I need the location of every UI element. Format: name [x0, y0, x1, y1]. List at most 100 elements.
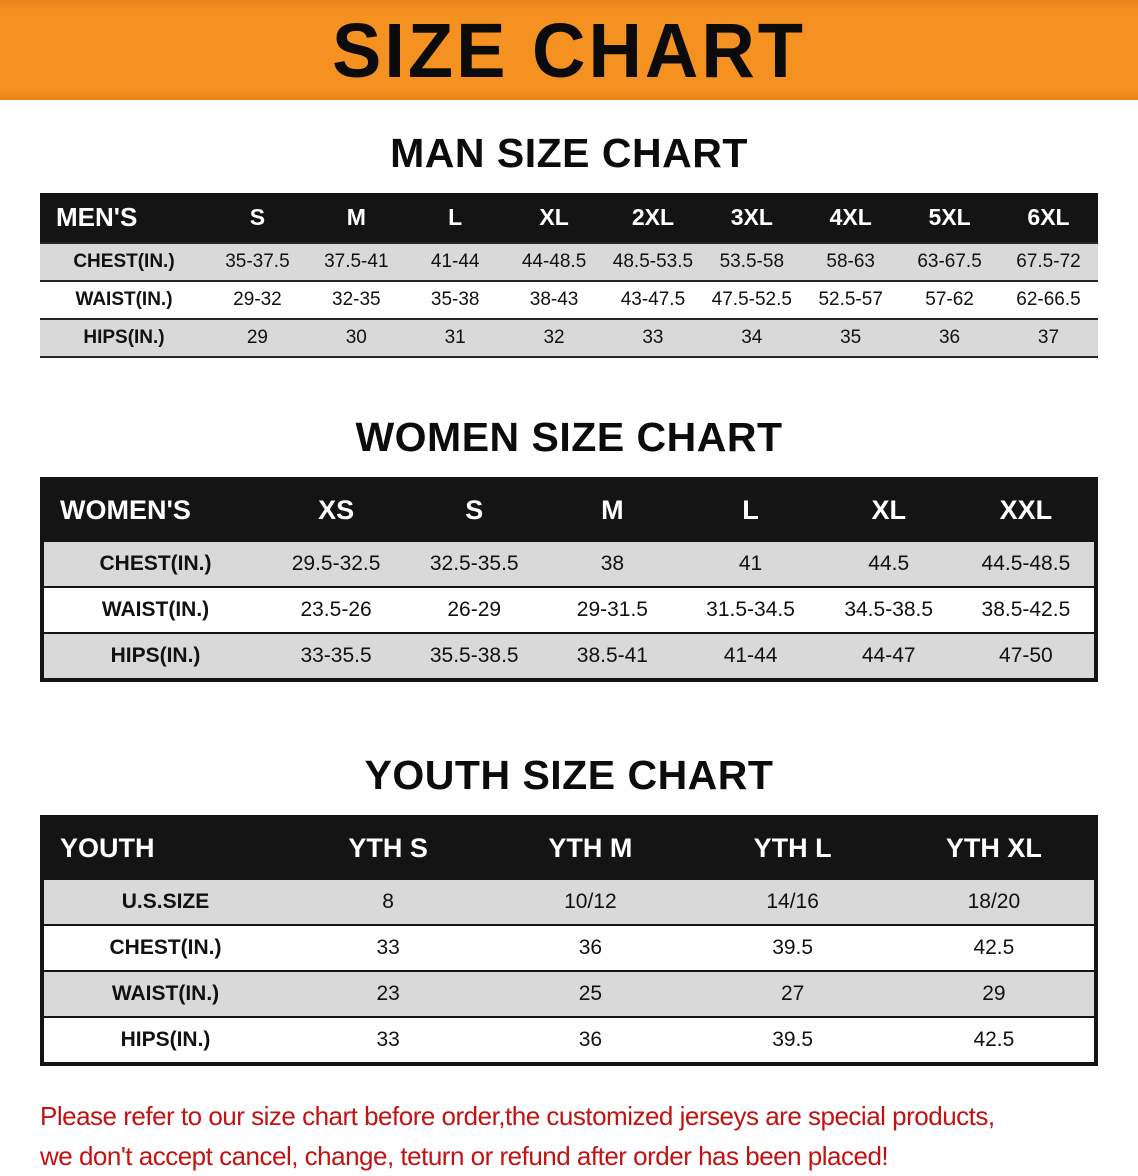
- size-cell: 48.5-53.5: [603, 242, 703, 281]
- row-label: CHEST(IN.): [42, 540, 267, 587]
- size-cell: 26-29: [405, 586, 544, 633]
- row-label: HIPS(IN.): [42, 1016, 287, 1064]
- size-cell: 34: [702, 318, 802, 358]
- size-cell: 32.5-35.5: [405, 540, 544, 587]
- table-row: HIPS(IN.) 33-35.5 35.5-38.5 38.5-41 41-44 44-…: [42, 632, 1096, 680]
- size-cell: 37.5-41: [306, 242, 406, 281]
- size-column-header: 2XL: [603, 193, 703, 243]
- size-cell: 36: [489, 1016, 692, 1064]
- disclaimer-line-1: Please refer to our size chart before or…: [40, 1101, 995, 1131]
- size-cell: 37: [999, 318, 1098, 358]
- size-column-header: XL: [819, 479, 958, 541]
- size-cell: 29-31.5: [543, 586, 682, 633]
- table-corner-label: YOUTH: [42, 817, 287, 879]
- size-column-header: L: [405, 193, 505, 243]
- banner-title: SIZE CHART: [332, 6, 806, 94]
- row-label: U.S.SIZE: [42, 878, 287, 925]
- table-corner-label: WOMEN'S: [42, 479, 267, 541]
- size-cell: 29: [893, 970, 1096, 1017]
- size-cell: 43-47.5: [603, 280, 703, 319]
- size-column-header: XXL: [957, 479, 1096, 541]
- size-cell: 47-50: [957, 632, 1096, 680]
- table-row: CHEST(IN.) 29.5-32.5 32.5-35.5 38 41 44.5 44.5…: [42, 540, 1096, 587]
- size-cell: 10/12: [489, 878, 692, 925]
- size-cell: 8: [287, 878, 490, 925]
- size-cell: 53.5-58: [702, 242, 802, 281]
- size-cell: 32-35: [306, 280, 406, 319]
- size-cell: 36: [900, 318, 999, 358]
- size-cell: 23: [287, 970, 490, 1017]
- row-label: WAIST(IN.): [40, 280, 208, 319]
- size-cell: 31: [405, 318, 505, 358]
- row-label: WAIST(IN.): [42, 970, 287, 1017]
- size-cell: 44-48.5: [504, 242, 604, 281]
- men-section-heading: MAN SIZE CHART: [390, 130, 748, 176]
- size-cell: 31.5-34.5: [681, 586, 820, 633]
- size-cell: 39.5: [691, 1016, 894, 1064]
- men-section: MAN SIZE CHART MEN'S S M L XL 2XL 3XL 4XL 5XL 6XL…: [0, 130, 1138, 358]
- size-cell: 42.5: [893, 924, 1096, 971]
- size-column-header: 3XL: [702, 193, 802, 243]
- table-row: CHEST(IN.) 33 36 39.5 42.5: [42, 924, 1096, 971]
- youth-size-table: YOUTH YTH S YTH M YTH L YTH XL U.S.SIZE 8 10/12…: [40, 815, 1098, 1066]
- size-column-header: L: [681, 479, 820, 541]
- size-column-header: M: [306, 193, 406, 243]
- size-chart-banner: SIZE CHART: [0, 0, 1138, 100]
- size-cell: 67.5-72: [999, 242, 1098, 281]
- table-row: WAIST(IN.) 23.5-26 26-29 29-31.5 31.5-34.5 34…: [42, 586, 1096, 633]
- size-cell: 33-35.5: [267, 632, 406, 680]
- size-cell: 27: [691, 970, 894, 1017]
- size-column-header: YTH M: [489, 817, 692, 879]
- size-cell: 57-62: [900, 280, 999, 319]
- table-row: U.S.SIZE 8 10/12 14/16 18/20: [42, 878, 1096, 925]
- header-row: MEN'S S M L XL 2XL 3XL 4XL 5XL 6XL: [40, 193, 1098, 243]
- size-cell: 38: [543, 540, 682, 587]
- size-cell: 33: [603, 318, 703, 358]
- size-column-header: S: [405, 479, 544, 541]
- size-cell: 29.5-32.5: [267, 540, 406, 587]
- size-cell: 44.5-48.5: [957, 540, 1096, 587]
- size-cell: 36: [489, 924, 692, 971]
- size-cell: 35.5-38.5: [405, 632, 544, 680]
- size-cell: 39.5: [691, 924, 894, 971]
- size-cell: 33: [287, 1016, 490, 1064]
- women-size-table: WOMEN'S XS S M L XL XXL CHEST(IN.) 29.5-32.5 32.5…: [40, 477, 1098, 682]
- size-cell: 62-66.5: [999, 280, 1098, 319]
- women-section: WOMEN SIZE CHART WOMEN'S XS S M L XL XXL CHEST(…: [0, 414, 1138, 682]
- size-cell: 44-47: [819, 632, 958, 680]
- size-cell: 41-44: [681, 632, 820, 680]
- size-cell: 41-44: [405, 242, 505, 281]
- size-cell: 35-38: [405, 280, 505, 319]
- size-column-header: 5XL: [900, 193, 999, 243]
- row-label: HIPS(IN.): [40, 318, 208, 358]
- size-column-header: S: [208, 193, 307, 243]
- table-row: WAIST(IN.) 23 25 27 29: [42, 970, 1096, 1017]
- size-cell: 29: [208, 318, 307, 358]
- size-cell: 14/16: [691, 878, 894, 925]
- size-cell: 35-37.5: [208, 242, 307, 281]
- size-cell: 41: [681, 540, 820, 587]
- size-cell: 38.5-42.5: [957, 586, 1096, 633]
- table-corner-label: MEN'S: [40, 193, 208, 243]
- size-cell: 42.5: [893, 1016, 1096, 1064]
- size-cell: 29-32: [208, 280, 307, 319]
- header-row: WOMEN'S XS S M L XL XXL: [42, 479, 1096, 541]
- row-label: HIPS(IN.): [42, 632, 267, 680]
- size-cell: 23.5-26: [267, 586, 406, 633]
- size-cell: 18/20: [893, 878, 1096, 925]
- table-row: HIPS(IN.) 29 30 31 32 33 34 35 36 37: [40, 318, 1098, 358]
- size-column-header: YTH L: [691, 817, 894, 879]
- size-column-header: 6XL: [999, 193, 1098, 243]
- disclaimer-line-2: we don't accept cancel, change, teturn o…: [40, 1141, 889, 1171]
- row-label: CHEST(IN.): [40, 242, 208, 281]
- size-cell: 34.5-38.5: [819, 586, 958, 633]
- youth-section: YOUTH SIZE CHART YOUTH YTH S YTH M YTH L YTH…: [0, 752, 1138, 1066]
- size-column-header: XL: [504, 193, 604, 243]
- men-size-table: MEN'S S M L XL 2XL 3XL 4XL 5XL 6XL CHEST(IN.) 35-37…: [40, 193, 1098, 358]
- row-label: WAIST(IN.): [42, 586, 267, 633]
- row-label: CHEST(IN.): [42, 924, 287, 971]
- table-row: HIPS(IN.) 33 36 39.5 42.5: [42, 1016, 1096, 1064]
- size-cell: 38.5-41: [543, 632, 682, 680]
- size-cell: 52.5-57: [801, 280, 901, 319]
- size-column-header: M: [543, 479, 682, 541]
